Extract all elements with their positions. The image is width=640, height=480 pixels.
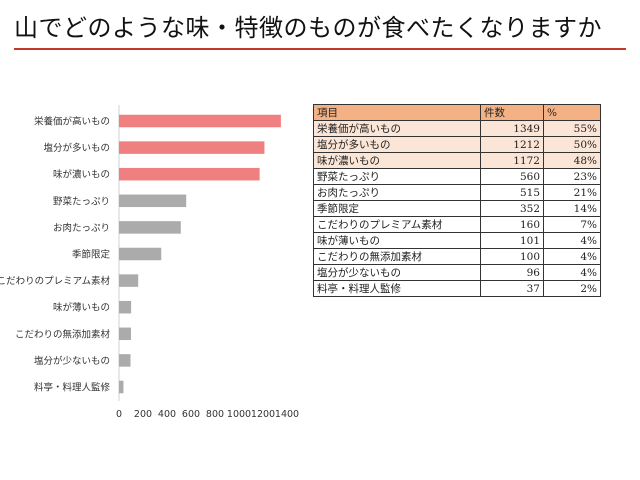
cell-percent: 4% xyxy=(543,264,601,281)
x-tick-label: 600 xyxy=(182,409,200,420)
title-underline xyxy=(14,48,626,50)
cell-count: 96 xyxy=(480,264,544,281)
x-tick-label: 0 xyxy=(116,409,122,420)
table-row: 料亭・料理人監修 37 2% xyxy=(313,280,601,297)
x-tick-label: 200 xyxy=(134,409,152,420)
table-row: こだわりのプレミアム素材 160 7% xyxy=(313,216,601,233)
x-tick-label: 1200 xyxy=(251,409,275,420)
category-label: 味が濃いもの xyxy=(53,169,110,181)
cell-percent: 50% xyxy=(543,136,601,153)
cell-percent: 48% xyxy=(543,152,601,169)
data-table: 項目 件数 % 栄養価が高いもの 1349 55% 塩分が多いもの 1212 50% 味が濃… xyxy=(313,104,601,297)
cell-percent: 2% xyxy=(543,280,601,297)
cell-item: 味が濃いもの xyxy=(313,152,481,169)
cell-count: 352 xyxy=(480,200,544,217)
bar xyxy=(119,247,162,261)
x-tick-label: 1000 xyxy=(227,409,251,420)
table-header-row: 項目 件数 % xyxy=(313,104,601,121)
cell-percent: 55% xyxy=(543,120,601,137)
bar xyxy=(119,300,132,314)
cell-count: 560 xyxy=(480,168,544,185)
table-row: 塩分が多いもの 1212 50% xyxy=(313,136,601,153)
cell-percent: 4% xyxy=(543,248,601,265)
table-row: 野菜たっぷり 560 23% xyxy=(313,168,601,185)
cell-item: こだわりの無添加素材 xyxy=(313,248,481,265)
cell-count: 100 xyxy=(480,248,544,265)
table-row: お肉たっぷり 515 21% xyxy=(313,184,601,201)
cell-percent: 23% xyxy=(543,168,601,185)
table-row: 味が濃いもの 1172 48% xyxy=(313,152,601,169)
bar xyxy=(119,141,265,154)
cell-item: 塩分が多いもの xyxy=(313,136,481,153)
table-row: 塩分が少ないもの 96 4% xyxy=(313,264,601,281)
x-tick-label: 1400 xyxy=(275,409,299,420)
table-row: 季節限定 352 14% xyxy=(313,200,601,217)
header-count: 件数 xyxy=(480,104,544,121)
cell-count: 515 xyxy=(480,184,544,201)
cell-count: 160 xyxy=(480,216,544,233)
table-row: 栄養価が高いもの 1349 55% xyxy=(313,120,601,137)
category-label: 栄養価が高いもの xyxy=(34,116,110,128)
category-label: 塩分が多いもの xyxy=(43,142,110,154)
cell-count: 101 xyxy=(480,232,544,249)
table-row: こだわりの無添加素材 100 4% xyxy=(313,248,601,265)
bar xyxy=(119,114,281,128)
category-label: こだわりの無添加素材 xyxy=(15,328,111,340)
cell-item: 塩分が少ないもの xyxy=(313,264,481,281)
cell-item: 味が薄いもの xyxy=(313,232,481,249)
bar xyxy=(119,167,260,181)
x-tick-label: 400 xyxy=(158,409,176,420)
category-label: こだわりのプレミアム素材 xyxy=(0,275,110,287)
x-tick-label: 800 xyxy=(206,409,224,420)
cell-item: こだわりのプレミアム素材 xyxy=(313,216,481,233)
cell-percent: 7% xyxy=(543,216,601,233)
table-row: 味が薄いもの 101 4% xyxy=(313,232,601,249)
cell-count: 1349 xyxy=(480,120,544,137)
cell-item: 料亭・料理人監修 xyxy=(313,280,481,297)
page-title: 山でどのような味・特徴のものが食べたくなりますか xyxy=(14,14,602,42)
cell-item: 野菜たっぷり xyxy=(313,168,481,185)
cell-percent: 21% xyxy=(543,184,601,201)
category-label: 季節限定 xyxy=(72,249,111,261)
bar xyxy=(119,380,124,394)
category-label: 塩分が少ないもの xyxy=(34,355,110,367)
header-item: 項目 xyxy=(313,104,481,121)
cell-count: 37 xyxy=(480,280,544,297)
bar-chart: 栄養価が高いもの塩分が多いもの味が濃いもの野菜たっぷりお肉たっぷり季節限定こだわ… xyxy=(0,105,299,420)
cell-item: お肉たっぷり xyxy=(313,184,481,201)
category-label: 料亭・料理人監修 xyxy=(34,382,111,394)
category-label: お肉たっぷり xyxy=(53,222,110,234)
header-percent: % xyxy=(543,104,601,121)
bar xyxy=(119,194,187,208)
cell-item: 季節限定 xyxy=(313,200,481,217)
cell-count: 1212 xyxy=(480,136,544,153)
bar xyxy=(119,274,139,287)
category-label: 味が薄いもの xyxy=(53,302,110,314)
bar xyxy=(119,221,181,234)
category-label: 野菜たっぷり xyxy=(53,195,110,207)
bar xyxy=(119,354,131,367)
cell-count: 1172 xyxy=(480,152,544,169)
cell-percent: 14% xyxy=(543,200,601,217)
cell-percent: 4% xyxy=(543,232,601,249)
cell-item: 栄養価が高いもの xyxy=(313,120,481,137)
bar xyxy=(119,327,131,341)
